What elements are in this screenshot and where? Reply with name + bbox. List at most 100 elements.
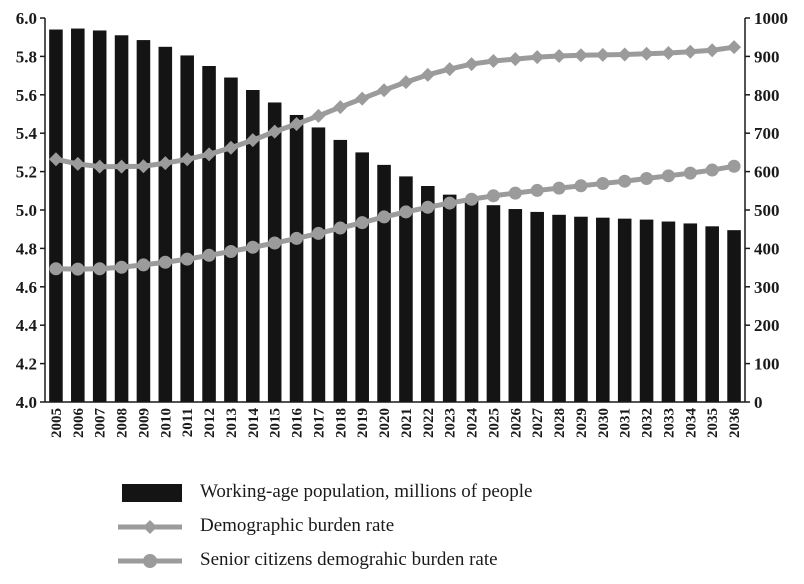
x-tick-label: 2032 [640,408,656,438]
point-senior-burden-2013 [224,245,237,258]
legend-swatch-diamond-line [118,514,182,538]
x-tick-label: 2028 [552,408,568,438]
bar-2028 [552,215,566,402]
x-tick-label: 2016 [290,408,306,439]
y-tick-right-label: 300 [754,278,780,297]
legend-item-working-age: Working-age population, millions of peop… [118,480,758,514]
point-senior-burden-2014 [246,241,259,254]
x-tick-label: 2017 [311,408,327,439]
point-senior-burden-2032 [640,172,653,185]
point-demographic-burden-2023 [443,62,457,76]
x-tick-label: 2036 [727,408,743,439]
point-senior-burden-2016 [290,232,303,245]
legend-swatch-circle-line [118,548,182,572]
point-demographic-burden-2034 [683,45,697,59]
y-tick-left-label: 5.6 [16,86,37,105]
point-senior-burden-2030 [596,177,609,190]
point-demographic-burden-2031 [618,47,632,61]
x-tick-label: 2031 [618,408,634,438]
x-tick-label: 2010 [158,408,174,438]
legend-label-senior-burden: Senior citizens demograhic burden rate [200,549,498,571]
y-tick-left-label: 4.2 [16,355,37,374]
point-senior-burden-2031 [618,175,631,188]
legend-swatch-bar [118,480,182,504]
line-demographic-burden [56,47,734,166]
point-demographic-burden-2030 [596,48,610,62]
x-tick-label: 2030 [596,408,612,438]
point-senior-burden-2024 [465,193,478,206]
point-demographic-burden-2027 [530,50,544,64]
point-senior-burden-2015 [268,237,281,250]
x-tick-label: 2012 [202,408,218,438]
point-demographic-burden-2017 [311,109,325,123]
bar-2023 [443,195,457,402]
bar-2013 [224,78,238,402]
bar-2032 [640,220,654,402]
legend-label-demographic-burden: Demographic burden rate [200,515,394,537]
bar-2027 [530,212,544,402]
legend-label-working-age: Working-age population, millions of peop… [200,481,533,503]
y-tick-right-label: 100 [754,355,780,374]
point-demographic-burden-2022 [421,68,435,82]
point-senior-burden-2009 [137,258,150,271]
x-tick-label: 2013 [224,408,240,438]
y-tick-right-label: 900 [754,47,780,66]
y-tick-left-label: 5.0 [16,201,37,220]
x-tick-label: 2021 [399,408,415,438]
legend-item-demographic-burden: Demographic burden rate [118,514,758,548]
point-senior-burden-2029 [574,179,587,192]
point-demographic-burden-2032 [640,47,654,61]
point-senior-burden-2022 [421,201,434,214]
point-demographic-burden-2019 [355,92,369,106]
point-senior-burden-2017 [312,227,325,240]
point-senior-burden-2023 [443,197,456,210]
point-senior-burden-2021 [399,205,412,218]
x-tick-label: 2022 [421,408,437,438]
bar-2036 [727,230,741,402]
bar-2030 [596,218,610,402]
point-demographic-burden-2021 [399,75,413,89]
bar-2011 [180,55,194,402]
point-demographic-burden-2025 [486,54,500,68]
y-tick-right-label: 600 [754,163,780,182]
x-tick-label: 2020 [377,408,393,438]
point-senior-burden-2025 [487,189,500,202]
y-tick-right-label: 0 [754,393,763,412]
x-tick-label: 2015 [268,408,284,438]
bar-2022 [421,186,435,402]
x-tick-label: 2018 [333,408,349,438]
y-tick-left-label: 5.8 [16,47,37,66]
y-tick-left-label: 5.2 [16,163,37,182]
x-tick-label: 2009 [136,408,152,438]
bar-2035 [705,226,719,402]
point-senior-burden-2019 [356,216,369,229]
y-tick-left-label: 6.0 [16,9,37,28]
point-demographic-burden-2033 [661,46,675,60]
x-tick-label: 2014 [246,408,262,439]
point-senior-burden-2006 [71,263,84,276]
bar-2031 [618,219,632,402]
bar-2008 [115,35,129,402]
y-tick-left-label: 4.6 [16,278,37,297]
y-tick-left-label: 4.8 [16,239,37,258]
point-senior-burden-2027 [531,184,544,197]
bar-2020 [377,165,391,402]
point-demographic-burden-2035 [705,43,719,57]
y-tick-left-label: 5.4 [16,124,38,143]
bar-2034 [684,223,698,402]
legend-item-senior-burden: Senior citizens demograhic burden rate [118,548,758,582]
bar-2016 [290,115,304,402]
point-senior-burden-2028 [553,182,566,195]
x-tick-label: 2008 [115,408,131,438]
x-tick-label: 2029 [574,408,590,438]
x-tick-label: 2035 [705,408,721,438]
x-tick-label: 2026 [508,408,524,439]
y-tick-right-label: 700 [754,124,780,143]
bar-2029 [574,217,588,402]
y-tick-right-label: 800 [754,86,780,105]
bar-2024 [465,200,479,402]
point-demographic-burden-2020 [377,83,391,97]
x-tick-label: 2025 [486,408,502,438]
point-demographic-burden-2028 [552,49,566,63]
point-senior-burden-2011 [181,253,194,266]
